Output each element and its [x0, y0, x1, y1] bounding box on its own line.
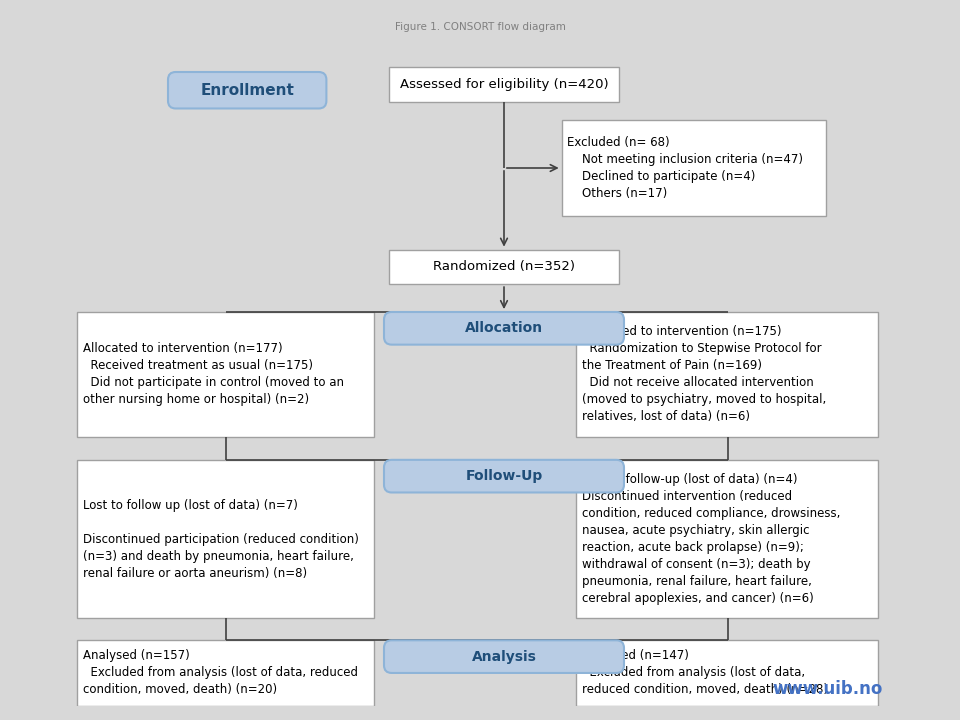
- Text: Excluded (n= 68)
    Not meeting inclusion criteria (n=47)
    Declined to parti: Excluded (n= 68) Not meeting inclusion c…: [567, 136, 804, 200]
- FancyBboxPatch shape: [77, 640, 374, 706]
- Text: Randomized (n=352): Randomized (n=352): [433, 261, 575, 274]
- FancyBboxPatch shape: [384, 312, 624, 345]
- FancyBboxPatch shape: [168, 72, 326, 109]
- FancyBboxPatch shape: [384, 460, 624, 492]
- Text: Figure 1. CONSORT flow diagram: Figure 1. CONSORT flow diagram: [395, 22, 565, 32]
- Text: Assessed for eligibility (n=420): Assessed for eligibility (n=420): [399, 78, 609, 91]
- Text: Allocation: Allocation: [465, 321, 543, 336]
- Text: Analysed (n=147)
  Excluded from analysis (lost of data,
reduced condition, move: Analysed (n=147) Excluded from analysis …: [582, 649, 828, 696]
- Text: www.uib.no: www.uib.no: [773, 680, 883, 698]
- FancyBboxPatch shape: [77, 312, 374, 437]
- FancyBboxPatch shape: [576, 312, 878, 437]
- Text: Lost to follow up (lost of data) (n=7)

Discontinued participation (reduced cond: Lost to follow up (lost of data) (n=7) D…: [83, 498, 358, 580]
- Text: Allocated to intervention (n=177)
  Received treatment as usual (n=175)
  Did no: Allocated to intervention (n=177) Receiv…: [83, 343, 344, 406]
- Text: Lost to follow-up (lost of data) (n=4)
Discontinued intervention (reduced
condit: Lost to follow-up (lost of data) (n=4) D…: [582, 473, 840, 605]
- FancyBboxPatch shape: [384, 640, 624, 673]
- Text: Allocated to intervention (n=175)
  Randomization to Stepwise Protocol for
the T: Allocated to intervention (n=175) Random…: [582, 325, 826, 423]
- FancyBboxPatch shape: [77, 460, 374, 618]
- FancyBboxPatch shape: [576, 460, 878, 618]
- FancyBboxPatch shape: [576, 640, 878, 706]
- Text: Follow-Up: Follow-Up: [466, 469, 542, 483]
- Text: Analysis: Analysis: [471, 649, 537, 664]
- FancyBboxPatch shape: [389, 67, 619, 102]
- Text: Analysed (n=157)
  Excluded from analysis (lost of data, reduced
condition, move: Analysed (n=157) Excluded from analysis …: [83, 649, 357, 696]
- FancyBboxPatch shape: [562, 120, 826, 216]
- Text: Enrollment: Enrollment: [201, 83, 294, 98]
- FancyBboxPatch shape: [389, 250, 619, 284]
